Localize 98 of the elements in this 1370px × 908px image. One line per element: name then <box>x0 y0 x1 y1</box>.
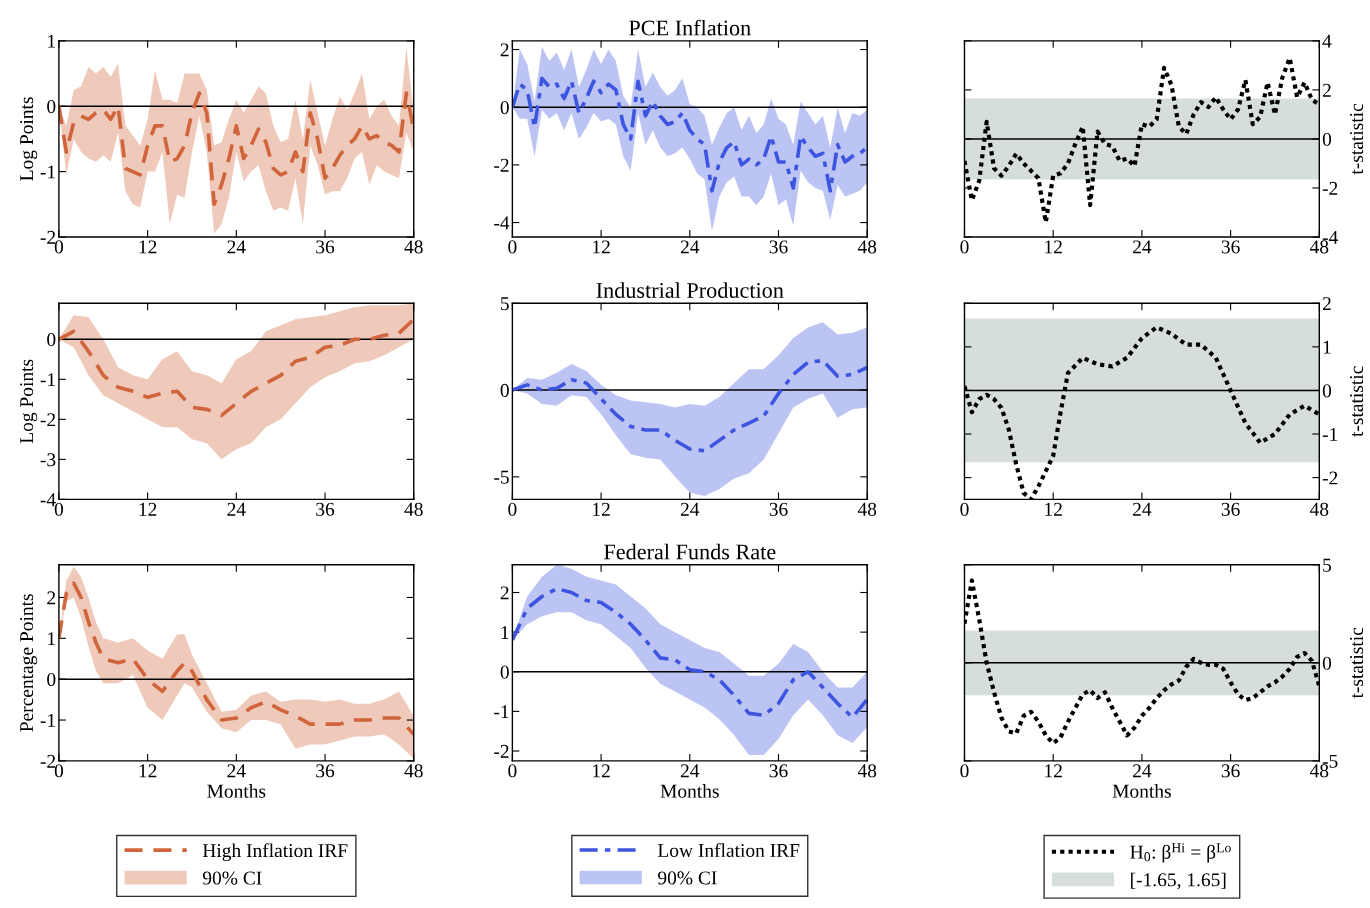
x-tick-label: 48 <box>404 240 423 254</box>
x-tick-label: 12 <box>139 764 157 778</box>
chart-title: Federal Funds Rate <box>604 543 776 560</box>
y2-tick-label: 0 <box>1322 132 1332 146</box>
y-tick-label: -1 <box>40 165 55 179</box>
x-tick-label: 24 <box>1133 240 1152 254</box>
chart-title: Industrial Production <box>596 282 784 298</box>
y-tick-label: 0 <box>500 101 509 115</box>
y-tick-label: -2 <box>494 744 509 758</box>
text: 90% CI <box>202 871 262 885</box>
y2-tick-label: 5 <box>1323 558 1332 572</box>
y-tick-label: -2 <box>494 158 509 172</box>
y-axis-title: Log Points <box>20 359 38 444</box>
x-tick-label: 24 <box>680 502 700 516</box>
line-series <box>512 586 868 720</box>
y-tick-label: 2 <box>500 586 509 600</box>
y2-axis-title: t-statistic <box>1350 627 1364 699</box>
y-tick-label: -5 <box>494 470 509 484</box>
x-tick-label: 36 <box>769 240 788 254</box>
x-tick-label: 36 <box>316 240 335 254</box>
y-tick-label: -2 <box>40 754 56 768</box>
x-tick-label: 36 <box>316 502 335 516</box>
x-tick-label: 12 <box>593 502 610 516</box>
x-axis-title: Months <box>1112 784 1171 798</box>
x-tick-label: 24 <box>227 502 246 516</box>
y-tick-label: -1 <box>40 713 55 727</box>
x-tick-label: 36 <box>769 764 788 778</box>
y-tick-label: 2 <box>47 591 56 605</box>
x-tick-label: 36 <box>1221 240 1240 254</box>
x-tick-label: 36 <box>1221 502 1240 516</box>
y-tick-label: -1 <box>494 705 509 719</box>
x-tick-label: 12 <box>1045 240 1062 254</box>
x-tick-label: 24 <box>227 764 246 778</box>
y-tick-label: 1 <box>48 34 55 48</box>
x-tick-label: 12 <box>1045 502 1062 516</box>
y2-tick-label: 1 <box>1323 340 1331 354</box>
y2-tick-label: -1 <box>1322 427 1338 441</box>
legend-label: [-1.65, 1.65] <box>1131 872 1226 890</box>
y-tick-label: 1 <box>48 632 55 646</box>
x-tick-label: 48 <box>404 502 423 516</box>
x-tick-label: 24 <box>680 764 700 778</box>
x-tick-label: 12 <box>593 764 610 778</box>
y2-tick-label: 0 <box>1322 384 1332 398</box>
y2-tick-label: 0 <box>1322 656 1332 670</box>
line-series <box>512 76 868 193</box>
y-tick-label: -2 <box>40 413 56 427</box>
chart-title: PCE Inflation <box>629 19 751 36</box>
x-tick-label: 24 <box>1133 764 1152 778</box>
y-tick-label: -4 <box>494 216 510 230</box>
y2-tick-label: 2 <box>1322 83 1331 97</box>
y2-axis-title: t-statistic <box>1350 103 1364 175</box>
y2-tick-label: -2 <box>1322 471 1338 485</box>
x-tick-label: 12 <box>139 240 157 254</box>
x-tick-label: 0 <box>960 502 969 516</box>
x-axis-title: Months <box>207 784 266 798</box>
x-tick-label: 12 <box>1045 764 1062 778</box>
y-tick-label: 0 <box>47 100 56 114</box>
line-series <box>512 358 868 453</box>
line-series <box>58 317 414 418</box>
x-tick-label: 48 <box>404 764 423 778</box>
x-tick-label: 24 <box>227 240 246 254</box>
y-tick-label: 0 <box>500 665 509 679</box>
y-tick-label: 0 <box>47 333 56 347</box>
y-tick-label: 1 <box>501 626 509 639</box>
legend-label: High Inflation IRF <box>202 843 348 862</box>
y-axis-title: Log Points <box>20 97 38 181</box>
line-series <box>58 581 414 737</box>
y-tick-label: -2 <box>40 230 56 244</box>
x-tick-label: 12 <box>139 502 157 516</box>
y2-axis-title: t-statistic <box>1350 366 1364 437</box>
x-tick-label: 48 <box>857 502 877 516</box>
y2-tick-label: 2 <box>1322 297 1331 311</box>
y-tick-label: 0 <box>47 673 56 687</box>
x-tick-label: 0 <box>960 240 969 254</box>
x-tick-label: 48 <box>857 240 877 254</box>
x-tick-label: 48 <box>857 764 877 778</box>
x-tick-label: 12 <box>593 240 610 254</box>
x-axis-title: Months <box>660 784 719 798</box>
y-tick-label: 5 <box>501 297 509 311</box>
x-tick-label: 0 <box>960 764 969 778</box>
y-tick-label: -1 <box>40 373 55 387</box>
y-tick-label: -3 <box>40 453 56 467</box>
line-series <box>58 91 414 207</box>
y2-tick-label: 4 <box>1322 34 1332 48</box>
x-tick-label: 36 <box>1221 764 1240 778</box>
x-tick-label: 48 <box>1309 502 1329 516</box>
legend-label: H$_{0}$: β$^{Hi}$ = β$^{Lo}$ <box>1130 843 1231 863</box>
y-tick-label: 2 <box>500 43 509 57</box>
y2-tick-label: -2 <box>1322 181 1338 195</box>
x-tick-label: 36 <box>316 764 335 778</box>
y-tick-label: -4 <box>40 493 56 507</box>
legend-label: Low Inflation IRF <box>657 843 800 858</box>
y-tick-label: 0 <box>500 383 509 397</box>
x-tick-label: 24 <box>680 240 700 254</box>
x-tick-label: 36 <box>769 502 788 516</box>
y-axis-title: Percentage Points <box>20 594 38 732</box>
text: 90% CI <box>658 871 717 885</box>
x-tick-label: 24 <box>1133 502 1152 516</box>
